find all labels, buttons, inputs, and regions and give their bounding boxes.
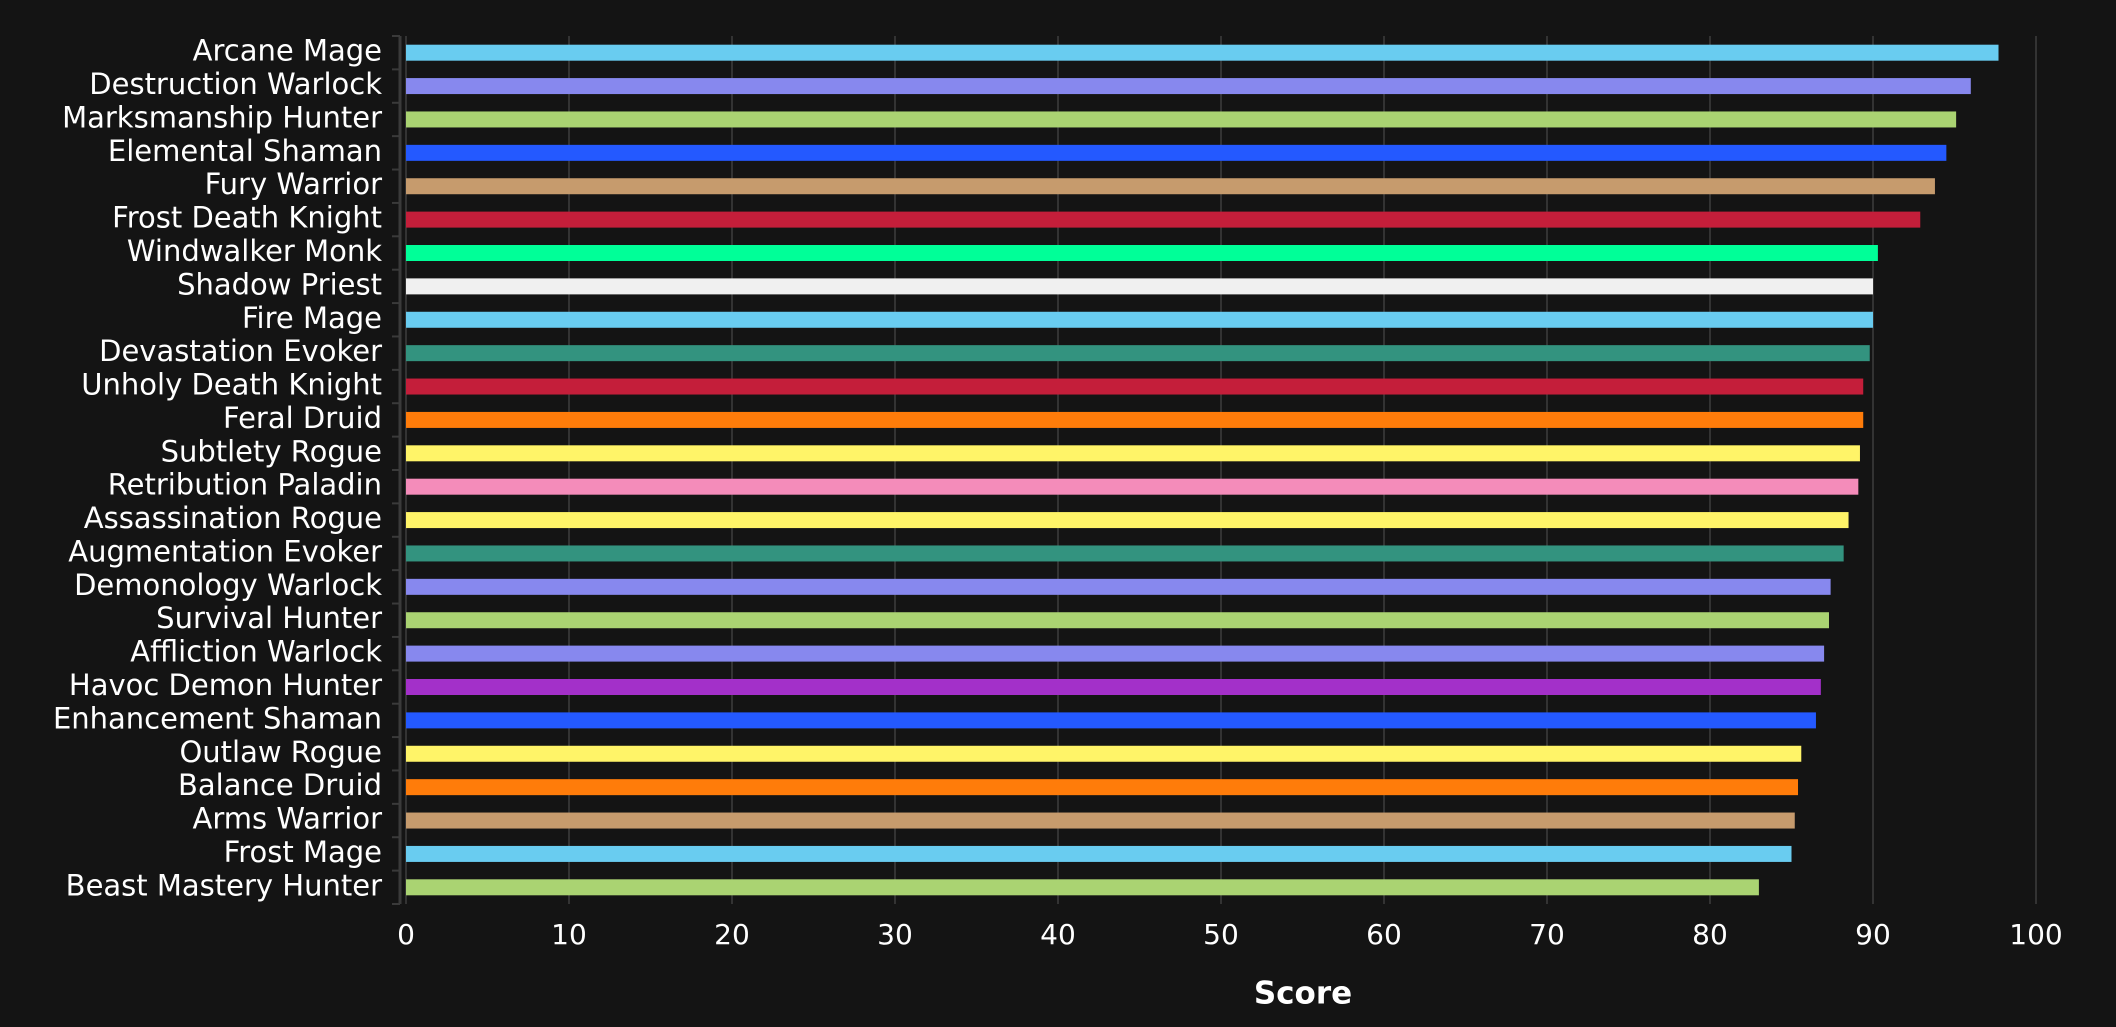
y-tick-label: Outlaw Rogue (179, 735, 382, 769)
y-tick-label: Augmentation Evoker (68, 534, 382, 568)
y-tick-label: Shadow Priest (177, 267, 382, 301)
bar (406, 111, 1957, 128)
x-tick-label: 10 (551, 918, 587, 951)
bar (406, 845, 1792, 862)
bar (406, 478, 1859, 495)
y-tick-label: Arms Warrior (193, 802, 383, 836)
y-tick-label: Retribution Paladin (108, 468, 382, 502)
y-tick-label: Subtlety Rogue (161, 434, 382, 468)
y-tick-label: Marksmanship Hunter (62, 100, 382, 134)
bar (406, 712, 1816, 729)
bar (406, 378, 1864, 395)
y-tick-label: Assassination Rogue (84, 501, 382, 535)
y-tick-label: Frost Mage (224, 835, 382, 869)
bar (406, 679, 1821, 695)
y-tick-label: Demonology Warlock (74, 568, 382, 602)
bar (406, 612, 1829, 629)
bar (406, 745, 1802, 762)
x-tick-label: 0 (397, 918, 415, 951)
y-tick-label: Unholy Death Knight (81, 368, 382, 402)
x-tick-label: 70 (1529, 918, 1565, 951)
x-tick-label: 30 (877, 918, 913, 951)
y-tick-label: Windwalker Monk (127, 234, 382, 268)
y-tick-label: Balance Druid (178, 768, 382, 802)
bar (406, 779, 1799, 796)
bar (406, 812, 1795, 829)
x-tick-label: 90 (1855, 918, 1891, 951)
bar (406, 178, 1935, 195)
y-tick-label: Enhancement Shaman (53, 701, 382, 735)
y-tick-label: Affliction Warlock (130, 635, 382, 669)
bar (406, 311, 1873, 328)
bar (406, 278, 1873, 295)
bar (406, 645, 1825, 662)
bar (406, 144, 1947, 161)
bar (406, 545, 1844, 562)
bar (406, 44, 1999, 61)
y-tick-label: Fire Mage (242, 301, 382, 335)
bar (406, 445, 1860, 462)
y-tick-label: Frost Death Knight (112, 201, 382, 235)
y-tick-label: Arcane Mage (193, 34, 382, 68)
y-tick-label: Survival Hunter (156, 601, 382, 635)
y-tick-label: Havoc Demon Hunter (69, 668, 382, 702)
bar (406, 245, 1878, 261)
y-tick-label: Feral Druid (223, 401, 382, 435)
y-tick-label: Beast Mastery Hunter (66, 868, 382, 902)
bar (406, 78, 1971, 95)
bar (406, 879, 1759, 896)
y-tick-label: Devastation Evoker (99, 334, 382, 368)
x-tick-label: 20 (714, 918, 750, 951)
bar (406, 578, 1831, 595)
y-tick-label: Destruction Warlock (89, 67, 382, 101)
x-tick-label: 40 (1040, 918, 1076, 951)
bar (406, 345, 1870, 362)
bar (406, 512, 1849, 529)
x-axis-title: Score (1254, 976, 1352, 1012)
bar (406, 411, 1864, 428)
bar (406, 211, 1921, 228)
x-tick-label: 80 (1692, 918, 1728, 951)
y-tick-label: Fury Warrior (205, 167, 383, 201)
y-tick-label: Elemental Shaman (108, 134, 382, 168)
x-tick-label: 50 (1203, 918, 1239, 951)
x-tick-label: 100 (2009, 918, 2062, 951)
x-tick-label: 60 (1366, 918, 1402, 951)
